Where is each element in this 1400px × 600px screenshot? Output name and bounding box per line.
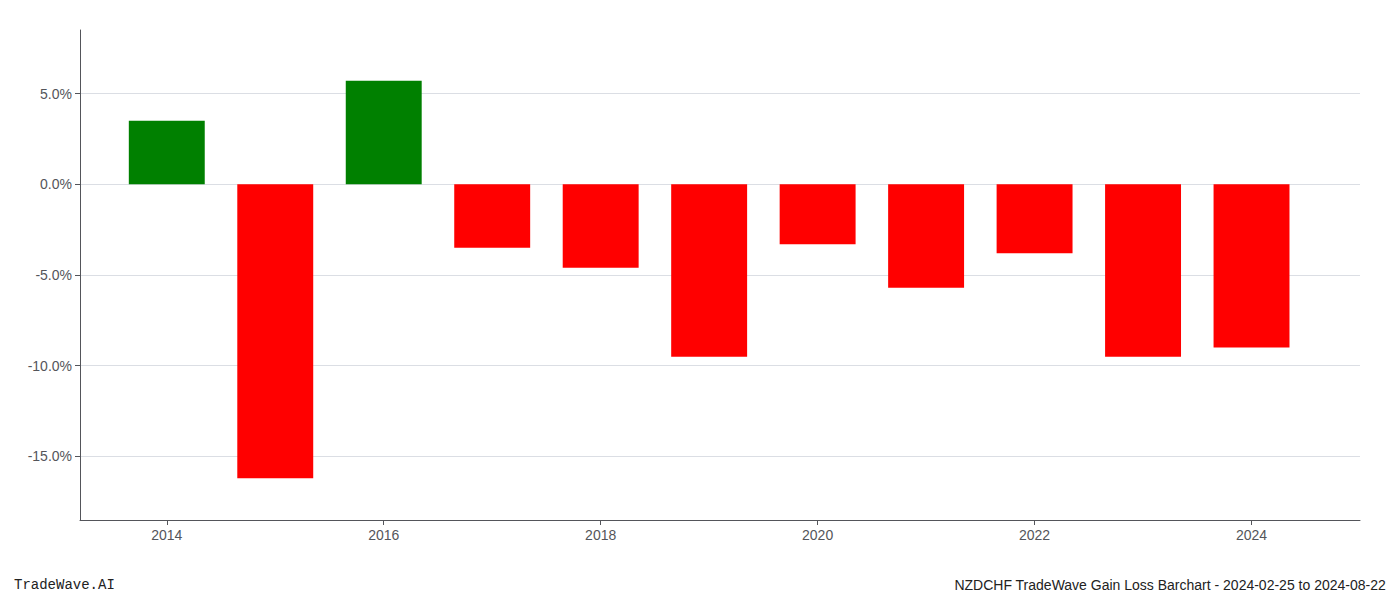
svg-text:-5.0%: -5.0% [35,267,72,283]
svg-text:2016: 2016 [368,527,399,543]
svg-text:-10.0%: -10.0% [28,358,72,374]
svg-text:5.0%: 5.0% [40,86,72,102]
svg-text:2022: 2022 [1019,527,1050,543]
svg-text:TradeWave.AI: TradeWave.AI [14,577,115,593]
svg-text:NZDCHF TradeWave Gain Loss Bar: NZDCHF TradeWave Gain Loss Barchart - 20… [954,577,1386,593]
svg-text:2024: 2024 [1236,527,1267,543]
svg-text:2018: 2018 [585,527,616,543]
svg-text:2020: 2020 [802,527,833,543]
svg-text:2014: 2014 [151,527,182,543]
svg-text:0.0%: 0.0% [40,176,72,192]
svg-text:-15.0%: -15.0% [28,448,72,464]
